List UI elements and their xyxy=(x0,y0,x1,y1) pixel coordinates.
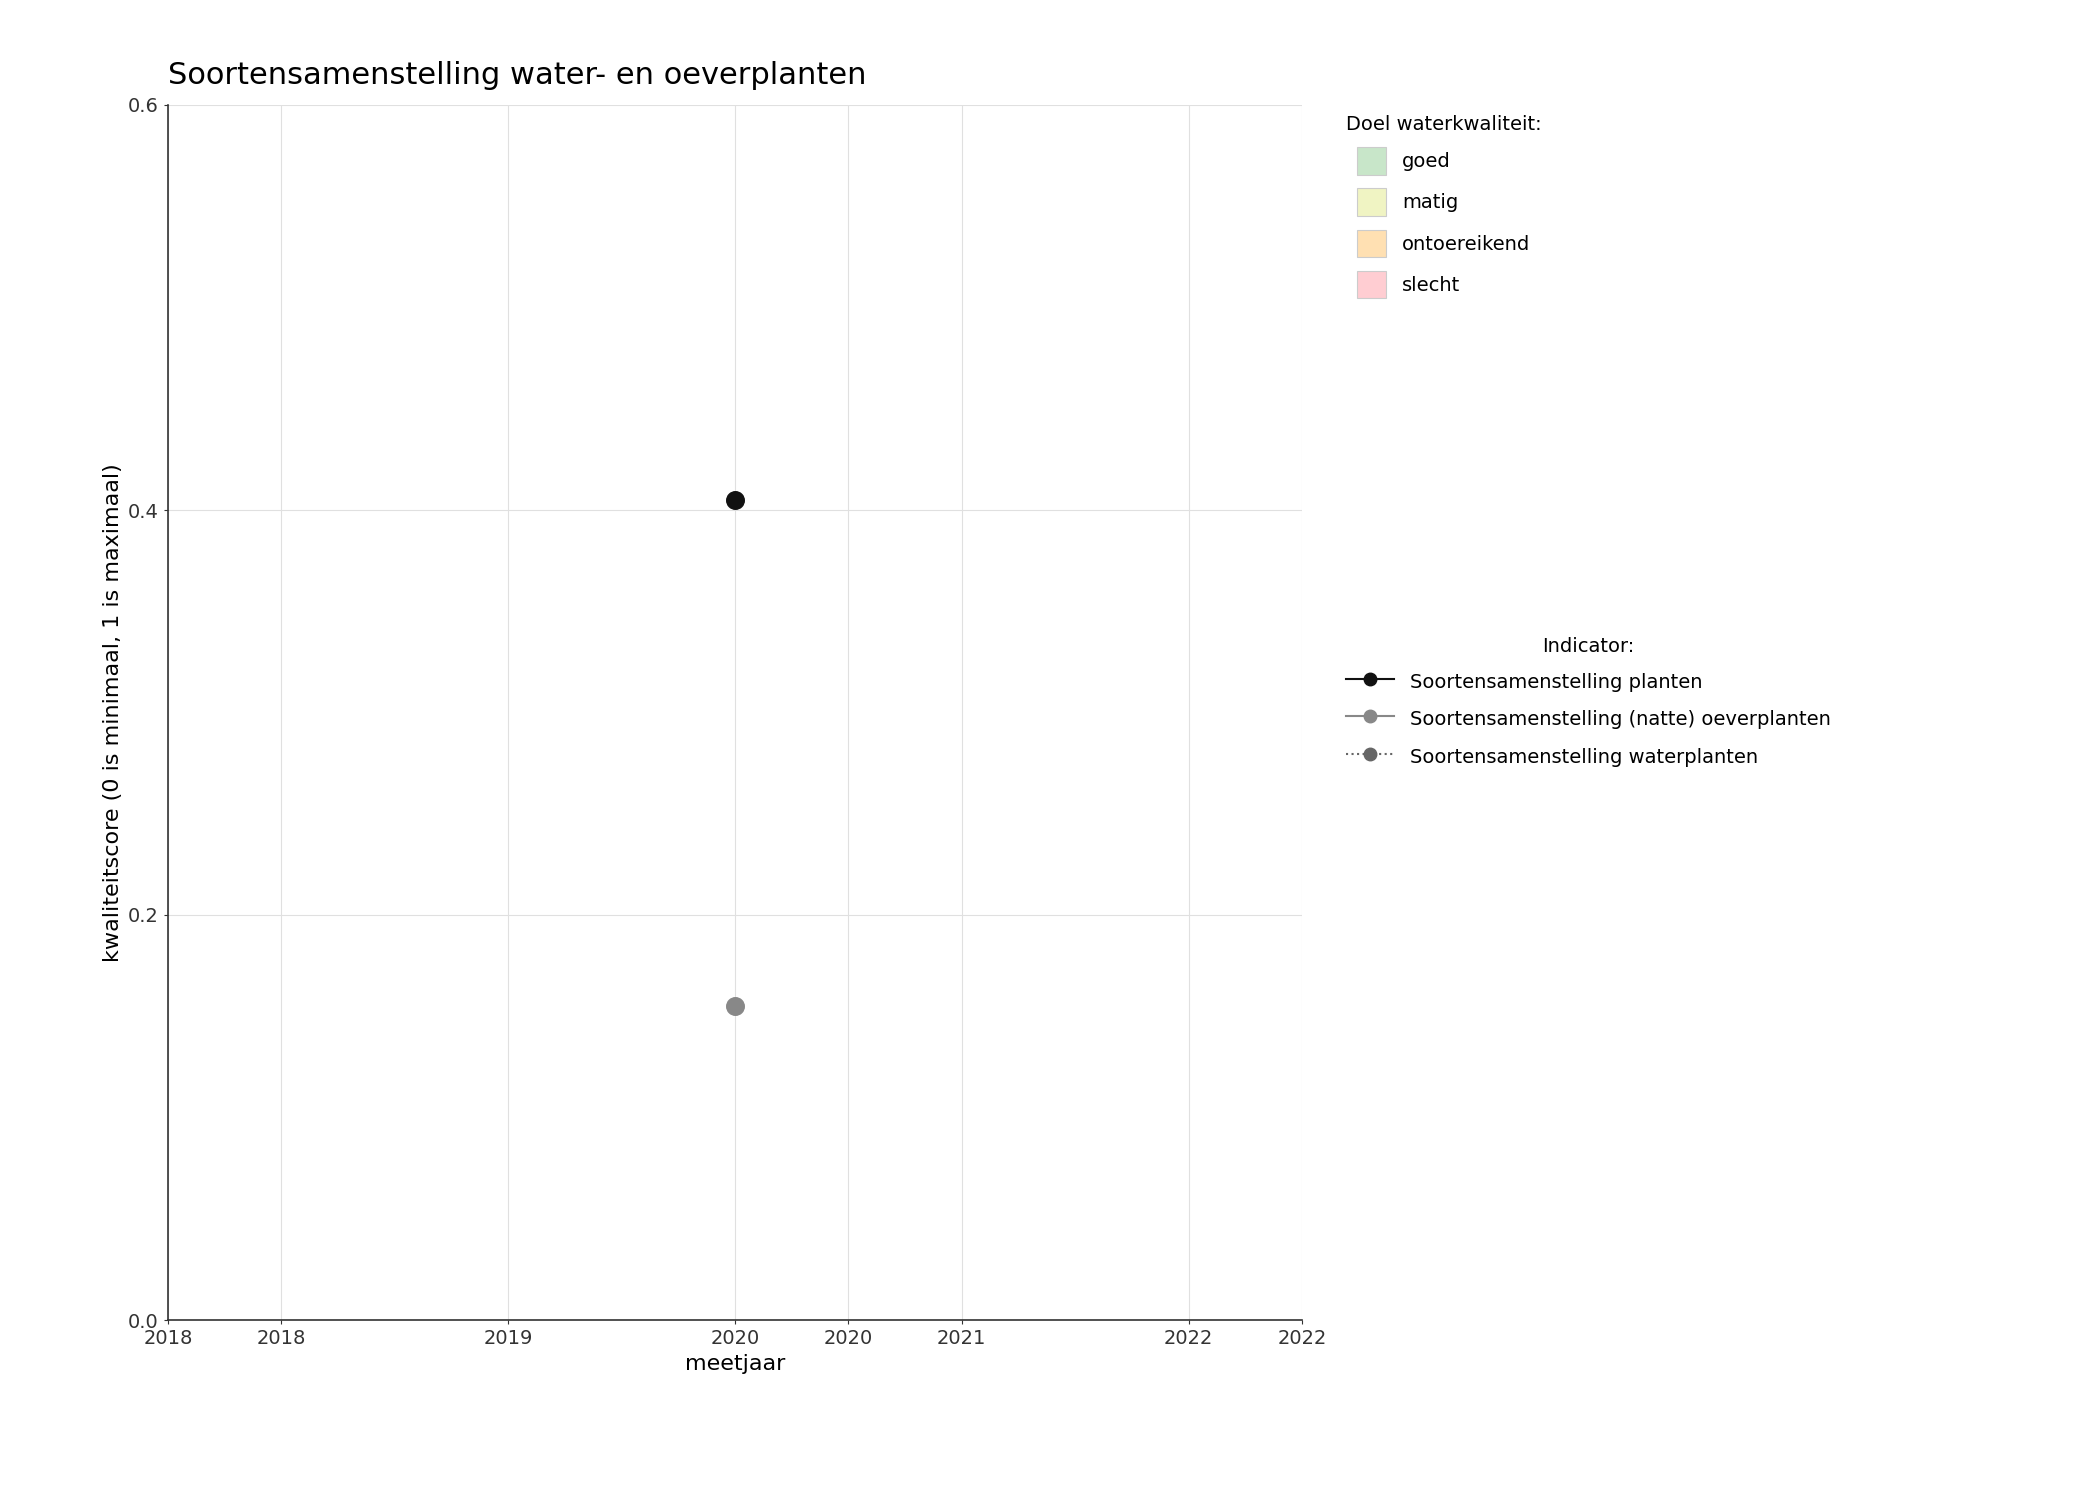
X-axis label: meetjaar: meetjaar xyxy=(685,1353,785,1374)
Point xyxy=(718,488,752,512)
Y-axis label: kwaliteitscore (0 is minimaal, 1 is maximaal): kwaliteitscore (0 is minimaal, 1 is maxi… xyxy=(103,464,122,962)
Point xyxy=(718,994,752,1018)
Text: Soortensamenstelling water- en oeverplanten: Soortensamenstelling water- en oeverplan… xyxy=(168,62,867,90)
Point xyxy=(718,53,752,76)
Legend: Soortensamenstelling planten, Soortensamenstelling (natte) oeverplanten, Soorten: Soortensamenstelling planten, Soortensam… xyxy=(1346,638,1831,768)
